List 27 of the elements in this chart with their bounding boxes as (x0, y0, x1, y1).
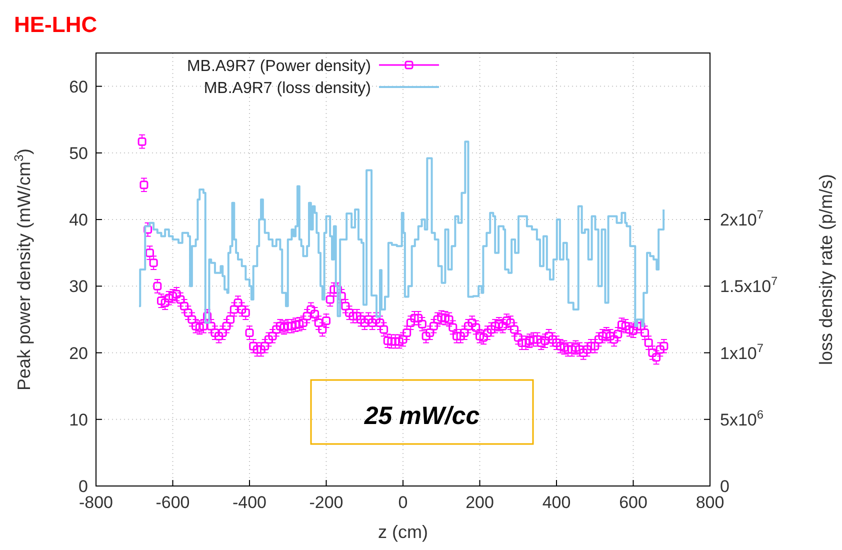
x-tick-label: 200 (466, 493, 494, 512)
y-tick-label: 30 (69, 277, 88, 296)
x-tick-label: -600 (156, 493, 190, 512)
x-tick-label: -800 (78, 493, 114, 512)
y-tick-label: 60 (69, 77, 88, 96)
x-tick-label: 800 (696, 493, 724, 512)
y2-tick-label: 2x10$^{7}$ (720, 208, 764, 230)
x-tick-label: -400 (232, 493, 267, 512)
legend-label: MB.A9R7 (loss density) (204, 80, 371, 97)
y2-tick-label: 5x10$^{6}$ (720, 407, 764, 430)
y2-tick-label: 1x10$^{7}$ (720, 340, 764, 363)
y-tick-label: 50 (69, 144, 88, 163)
x-tick-label: 600 (619, 493, 648, 512)
x-tick-label: -200 (309, 493, 344, 512)
y2-tick-label: 1.5x10$^{7}$ (720, 274, 778, 296)
x-tick-label: 0 (398, 493, 408, 512)
chart-title: HE-LHC (14, 12, 98, 37)
y2-axis-title: loss density rate (p/m/s) (816, 174, 836, 366)
y2-tick-label: 0 (720, 477, 730, 496)
y-tick-label: 40 (69, 210, 88, 230)
legend-label: MB.A9R7 (Power density) (186, 58, 371, 75)
x-tick-label: 400 (542, 493, 571, 512)
y-tick-label: 10 (69, 410, 88, 430)
y-tick-label: 0 (78, 477, 88, 496)
x-axis-title: z (cm) (378, 522, 428, 542)
annotation: 25 mW/cc (363, 402, 480, 430)
y-tick-label: 20 (69, 344, 88, 363)
